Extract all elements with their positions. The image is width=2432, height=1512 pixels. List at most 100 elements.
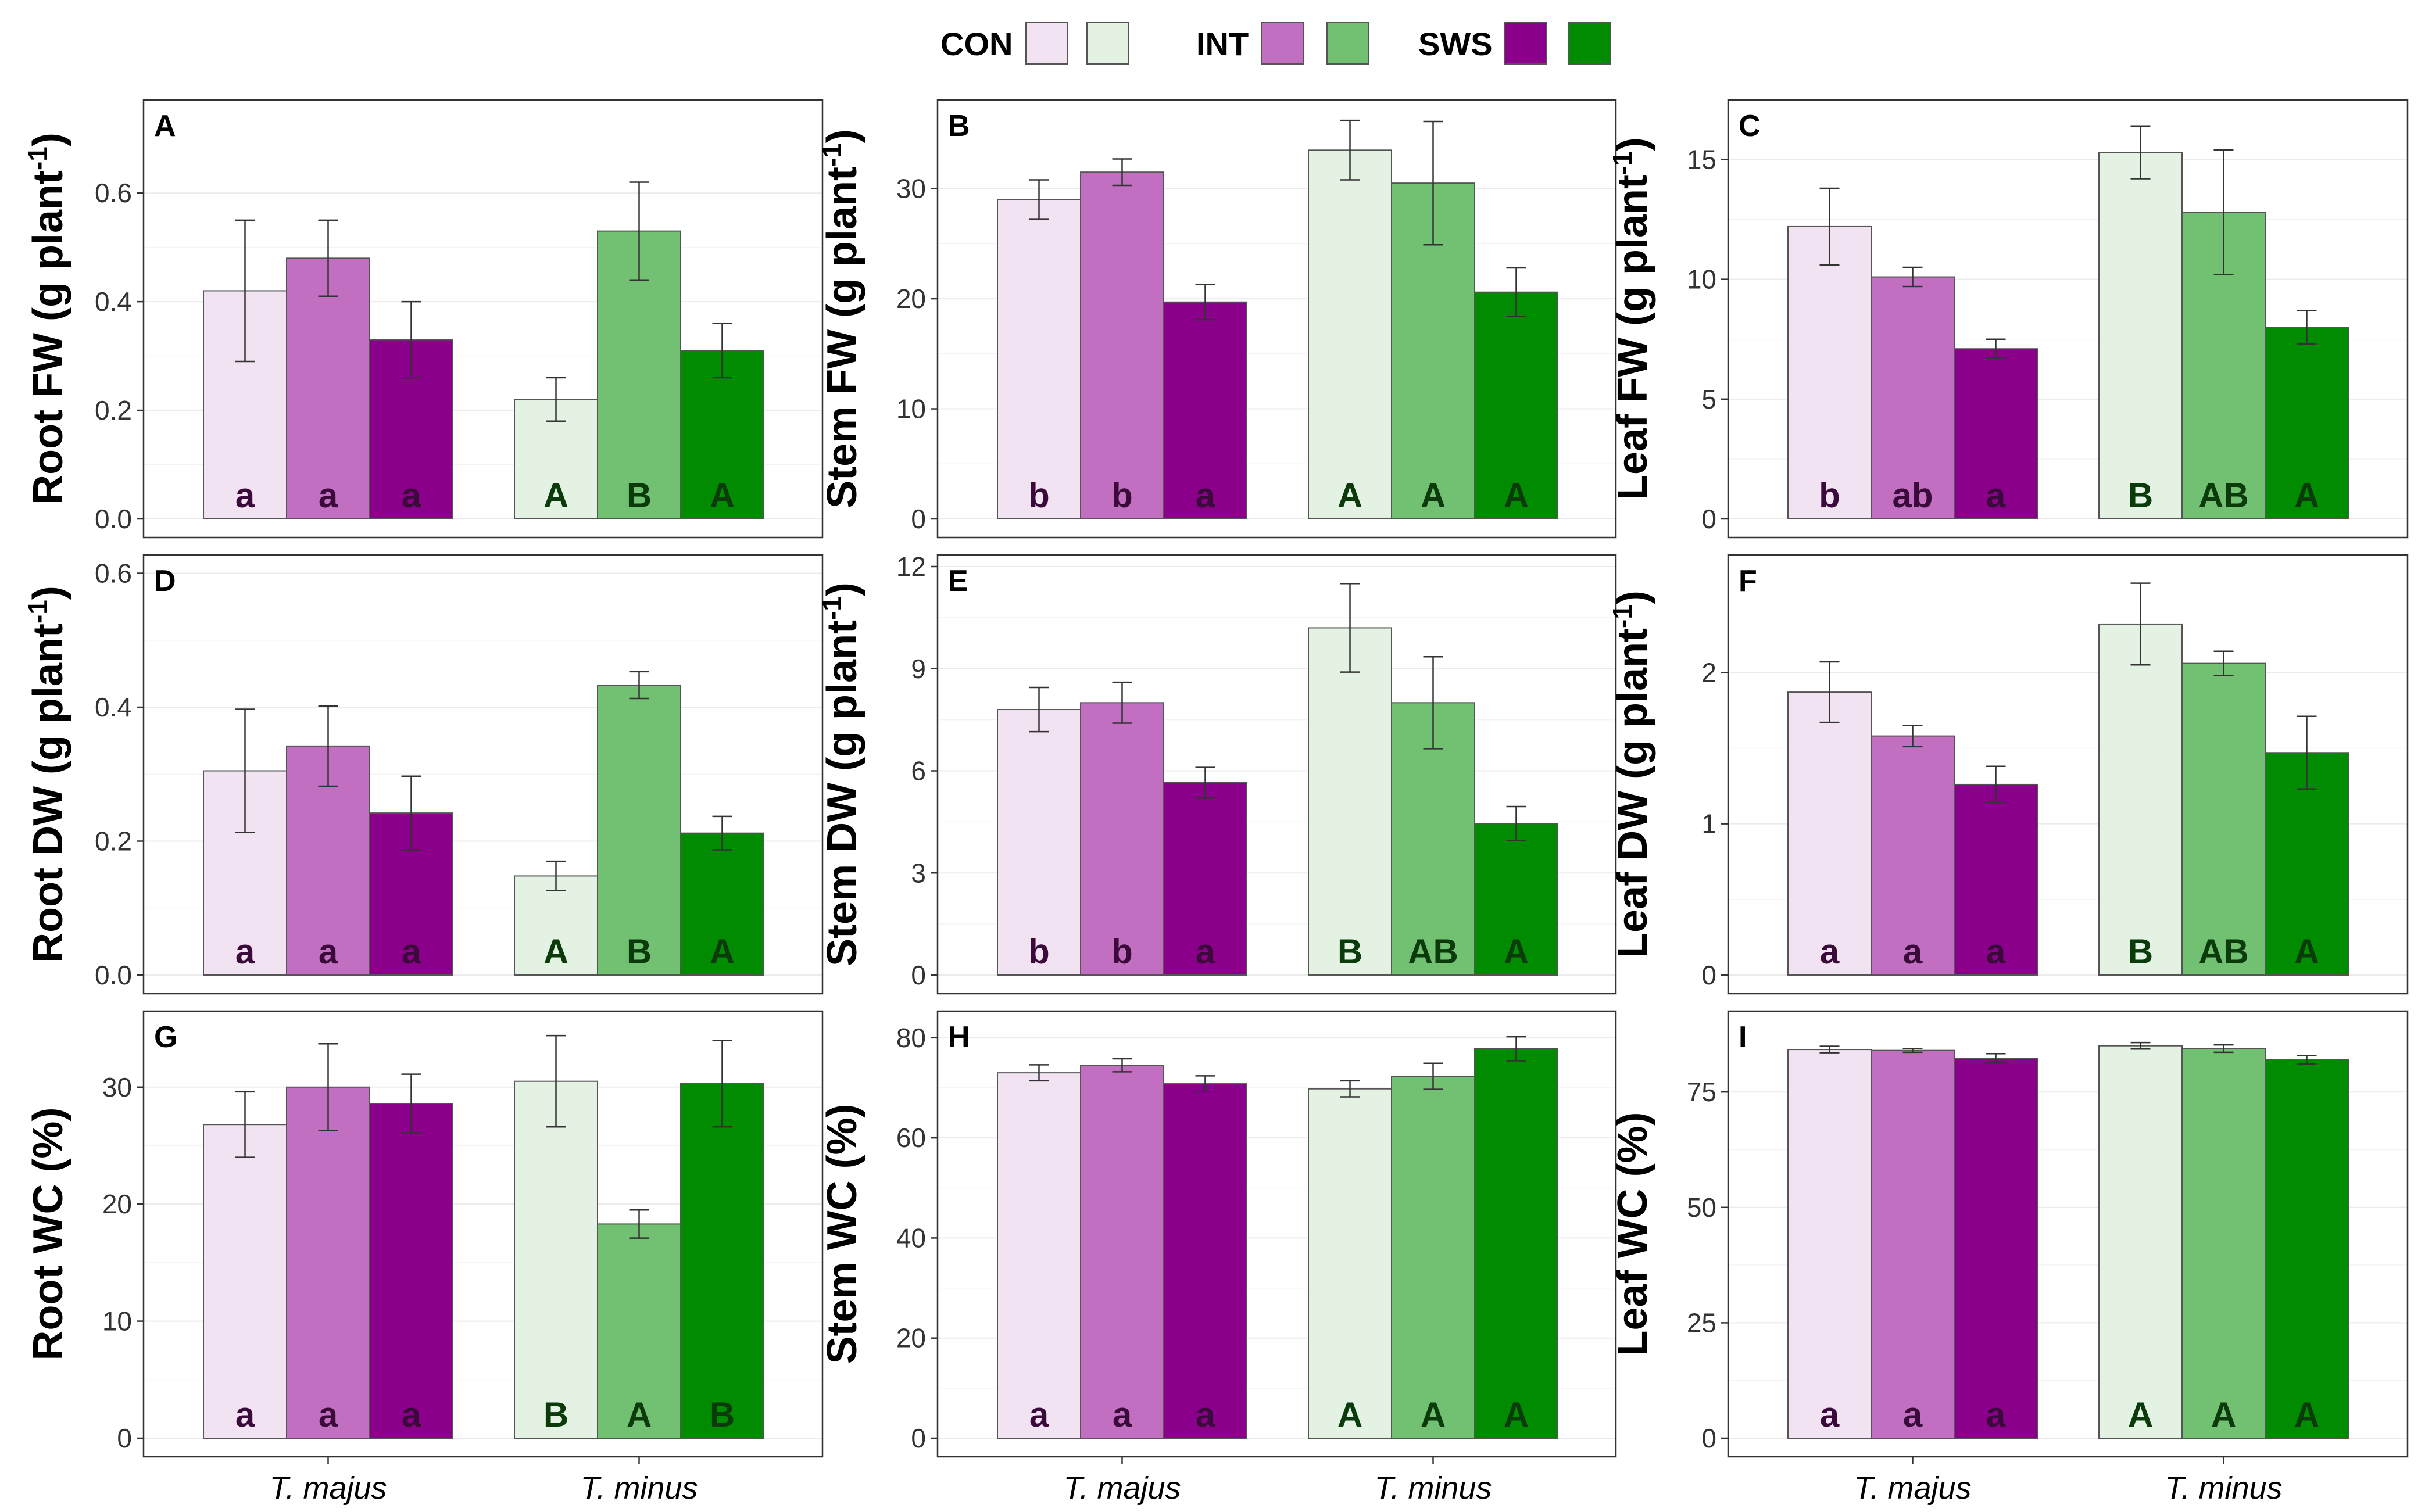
significance-letter: A	[1421, 1395, 1446, 1434]
significance-letter: A	[2294, 476, 2319, 515]
error-bar	[2130, 1041, 2151, 1050]
bar-c-majus-int	[1871, 276, 1955, 519]
panel-border	[936, 99, 1617, 539]
legend-swatch-int-majus	[1261, 22, 1304, 65]
error-bar	[1423, 120, 1443, 246]
bar-h-minus-int	[1391, 1076, 1475, 1439]
legend-label-int: INT	[1196, 26, 1249, 62]
significance-letter: a	[1113, 1395, 1132, 1434]
significance-letter: a	[319, 1395, 338, 1434]
y-tick-label: 0.6	[95, 558, 132, 589]
panel-i: 0 25 50 75 a a a A A A I Leaf WC (%) T. majus T. minu…	[1610, 1010, 2409, 1506]
significance-letter: A	[2211, 1395, 2236, 1434]
error-bar	[1029, 179, 1049, 220]
significance-letter: B	[1337, 932, 1362, 971]
y-tick-label: 40	[896, 1223, 926, 1253]
panel-letter: D	[154, 564, 176, 598]
legend-swatch-int-minus	[1326, 22, 1369, 65]
significance-letter: a	[1029, 1395, 1049, 1434]
error-bar	[2213, 149, 2234, 275]
error-bar	[401, 775, 421, 851]
y-tick-label: 12	[896, 551, 926, 582]
significance-letter: B	[627, 476, 652, 515]
y-tick-label: 75	[1687, 1077, 1716, 1107]
panel-letter: I	[1739, 1020, 1747, 1054]
bar-f-majus-con	[1787, 691, 1872, 976]
bar-b-minus-sws	[1474, 291, 1558, 519]
error-bar	[1819, 187, 1840, 266]
error-bar	[2297, 1055, 2317, 1065]
error-bar	[1340, 119, 1360, 181]
error-bar	[1029, 686, 1049, 733]
error-bar	[629, 181, 649, 281]
y-tick-label: 0	[1701, 504, 1716, 534]
significance-letter: a	[319, 476, 338, 515]
bar-h-majus-int	[1080, 1065, 1164, 1439]
significance-letter: A	[2294, 1395, 2319, 1434]
significance-letter: a	[235, 1395, 255, 1434]
panel-letter: F	[1739, 564, 1757, 598]
bar-i-minus-int	[2181, 1048, 2266, 1439]
bar-b-majus-sws	[1163, 301, 1247, 520]
y-tick-label: 2	[1701, 657, 1716, 687]
bar-b-majus-int	[1080, 171, 1164, 519]
bar-c-majus-con	[1787, 225, 1872, 519]
bar-c-minus-sws	[2265, 327, 2349, 520]
y-axis-label: Root DW (g plant-1)	[23, 586, 71, 963]
error-bar	[235, 219, 255, 363]
significance-letter: B	[543, 1395, 568, 1434]
y-tick-label: 20	[896, 284, 926, 314]
bar-g-minus-con	[514, 1080, 598, 1439]
bar-e-minus-sws	[1474, 823, 1558, 976]
panel-e: 0 3 6 9 12 b b a B AB A E Stem DW (g plant-1)	[817, 551, 1617, 995]
error-bar	[1195, 284, 1215, 321]
panel-letter: G	[154, 1020, 177, 1054]
y-axis-label: Root WC (%)	[25, 1108, 71, 1361]
panel-border	[142, 554, 824, 995]
x-category-label: T. minus	[2165, 1471, 2282, 1506]
bar-i-minus-con	[2098, 1045, 2183, 1439]
error-bar	[1506, 1036, 1526, 1062]
y-axis-label: Leaf DW (g plant-1)	[1607, 590, 1656, 958]
y-axis-label: Leaf WC (%)	[1610, 1112, 1656, 1356]
bar-g-minus-int	[597, 1223, 681, 1439]
error-bar	[2130, 125, 2151, 180]
error-bar	[712, 323, 732, 379]
error-bar	[546, 377, 566, 422]
significance-letter: b	[1111, 932, 1133, 971]
significance-letter: B	[710, 1395, 735, 1434]
significance-letter: a	[1986, 1395, 2006, 1434]
y-tick-label: 9	[911, 654, 926, 684]
panel-f: 0 1 2 a a a B AB A F Leaf DW (g plant-1)	[1607, 554, 2409, 995]
panel-border	[142, 1010, 824, 1458]
y-tick-label: 0	[1701, 1423, 1716, 1453]
y-tick-label: 50	[1687, 1192, 1716, 1223]
error-bar	[1029, 1064, 1049, 1082]
significance-letter: A	[1337, 476, 1362, 515]
error-bar	[1340, 583, 1360, 673]
y-tick-label: 0.0	[95, 504, 132, 534]
error-bar	[235, 1091, 255, 1158]
legend-label-sws: SWS	[1418, 26, 1493, 62]
bar-e-minus-con	[1308, 627, 1392, 976]
error-bar	[1902, 1048, 1923, 1054]
bar-h-minus-con	[1308, 1088, 1392, 1439]
y-tick-label: 0.0	[95, 960, 132, 990]
y-axis-label: Stem DW (g plant-1)	[817, 582, 865, 966]
y-tick-label: 0	[117, 1423, 132, 1453]
error-bar	[712, 815, 732, 851]
bar-h-minus-sws	[1474, 1048, 1558, 1439]
error-bar	[1112, 681, 1132, 724]
x-category-label: T. majus	[269, 1471, 387, 1506]
panel-letter: C	[1739, 109, 1761, 143]
significance-letter: AB	[2198, 932, 2249, 971]
bar-g-majus-int	[286, 1086, 370, 1439]
error-bar	[546, 860, 566, 892]
y-tick-label: 30	[102, 1072, 132, 1102]
significance-letter: AB	[1408, 932, 1458, 971]
y-axis-label: Stem WC (%)	[819, 1104, 865, 1364]
bar-h-majus-con	[997, 1072, 1081, 1439]
bar-e-majus-con	[997, 709, 1081, 976]
error-bar	[318, 705, 338, 787]
legend: CON INT SWS	[940, 22, 1611, 65]
